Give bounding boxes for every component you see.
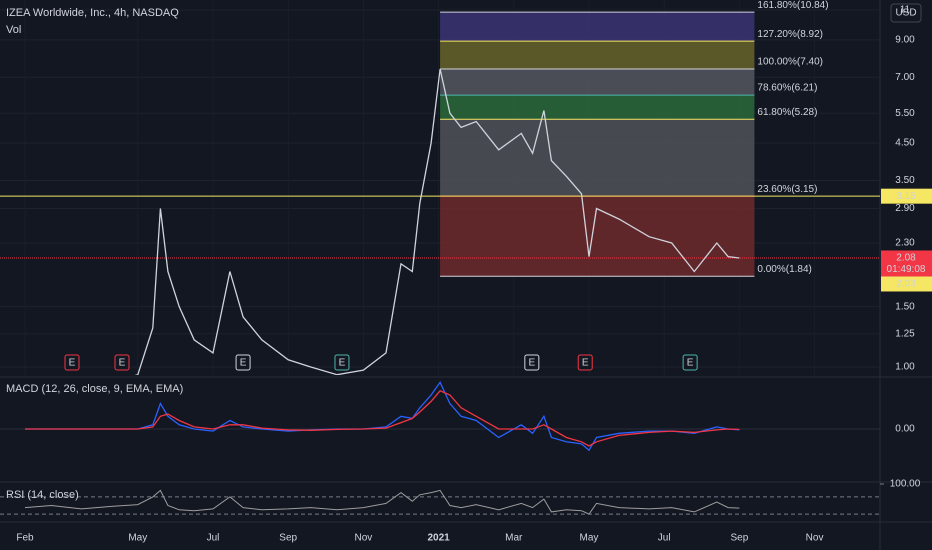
macd-line — [25, 390, 740, 447]
macd-line — [25, 381, 740, 452]
currency-box[interactable] — [890, 3, 922, 23]
x-tick-label: Mar — [505, 533, 523, 544]
price-tag — [881, 250, 932, 277]
fib-label: 127.20%(8.92) — [757, 29, 823, 40]
currency[interactable]: USD — [895, 8, 916, 19]
x-tick-label: May — [128, 533, 147, 544]
earnings-marker — [577, 354, 593, 371]
earnings-marker — [334, 354, 350, 371]
macd-title: MACD (12, 26, close, 9, EMA, EMA) — [6, 383, 183, 395]
y-tick-label: 9.00 — [895, 34, 915, 45]
earnings-label: E — [69, 358, 76, 369]
y-tick-label: 2.30 — [895, 238, 915, 249]
y-tick-label: 3.50 — [895, 175, 915, 186]
earnings-label: E — [339, 358, 346, 369]
y-tick-label: 0.00 — [895, 424, 915, 435]
fib-band — [440, 119, 755, 197]
fib-band — [440, 41, 755, 69]
fib-label: 61.80%(5.28) — [757, 107, 817, 118]
price-tag — [881, 188, 932, 204]
x-tick-label: Sep — [279, 533, 297, 544]
earnings-label: E — [528, 358, 535, 369]
x-tick-label: Jul — [658, 533, 671, 544]
macd-pane — [0, 381, 880, 452]
y-tick-label: 1.50 — [895, 301, 915, 312]
x-tick-label: Sep — [730, 533, 748, 544]
y-tick-label: 2.90 — [895, 203, 915, 214]
earnings-marker — [114, 354, 130, 371]
main-pane: 161.80%(10.84) 127.20%(8.92) 100.00%(7.40)… — [0, 0, 880, 375]
fib-label: 23.60%(3.15) — [757, 184, 817, 195]
fib-label: 161.80%(10.84) — [757, 0, 828, 11]
y-tick-label: 1.00 — [895, 362, 915, 373]
chart-title: IZEA Worldwide, Inc., 4h, NASDAQ — [6, 7, 179, 19]
rsi-line — [24, 489, 740, 515]
earnings-label: E — [119, 358, 126, 369]
x-tick-label: May — [580, 533, 599, 544]
earnings-marker — [235, 354, 251, 371]
fib-band — [440, 12, 755, 42]
volume-label: Vol — [6, 24, 21, 36]
earnings-marker — [64, 354, 80, 371]
earnings-marker — [682, 354, 698, 371]
y-tick-label: 7.00 — [895, 72, 915, 83]
rsi-pane — [0, 489, 880, 515]
x-tick-label: Nov — [806, 533, 824, 544]
fib-label: 78.60%(6.21) — [757, 83, 817, 94]
y-tick-label: 100.00 — [890, 479, 921, 490]
x-tick-label: 2021 — [427, 533, 450, 544]
fib-band — [440, 95, 755, 120]
earnings-label: E — [240, 358, 247, 369]
earnings-marker — [524, 354, 540, 371]
price-tag-label: 2.08 — [896, 253, 916, 264]
fib-label: 100.00%(7.40) — [757, 57, 823, 68]
rsi-title: RSI (14, close) — [6, 489, 79, 501]
y-tick-label: 5.50 — [895, 108, 915, 119]
y-tick-label: 11 — [900, 5, 911, 16]
fib-label: 0.00%(1.84) — [757, 264, 811, 275]
x-tick-label: Nov — [354, 533, 372, 544]
y-tick-label: 1.25 — [895, 328, 915, 339]
x-tick-label: Jul — [207, 533, 220, 544]
y-tick-label: 4.50 — [895, 138, 915, 149]
price-tag-label: 2.03 — [896, 279, 916, 290]
earnings-label: E — [582, 358, 589, 369]
countdown: 01:49:08 — [887, 264, 926, 275]
fib-band — [440, 68, 755, 96]
x-tick-label: Feb — [16, 533, 34, 544]
earnings-label: E — [687, 358, 694, 369]
overlay: IZEA Worldwide, Inc., 4h, NASDAQ Vol MAC… — [6, 3, 932, 544]
price-tag — [881, 276, 932, 292]
price-tag-label: 3.15 — [896, 191, 916, 202]
price-line — [134, 68, 740, 375]
